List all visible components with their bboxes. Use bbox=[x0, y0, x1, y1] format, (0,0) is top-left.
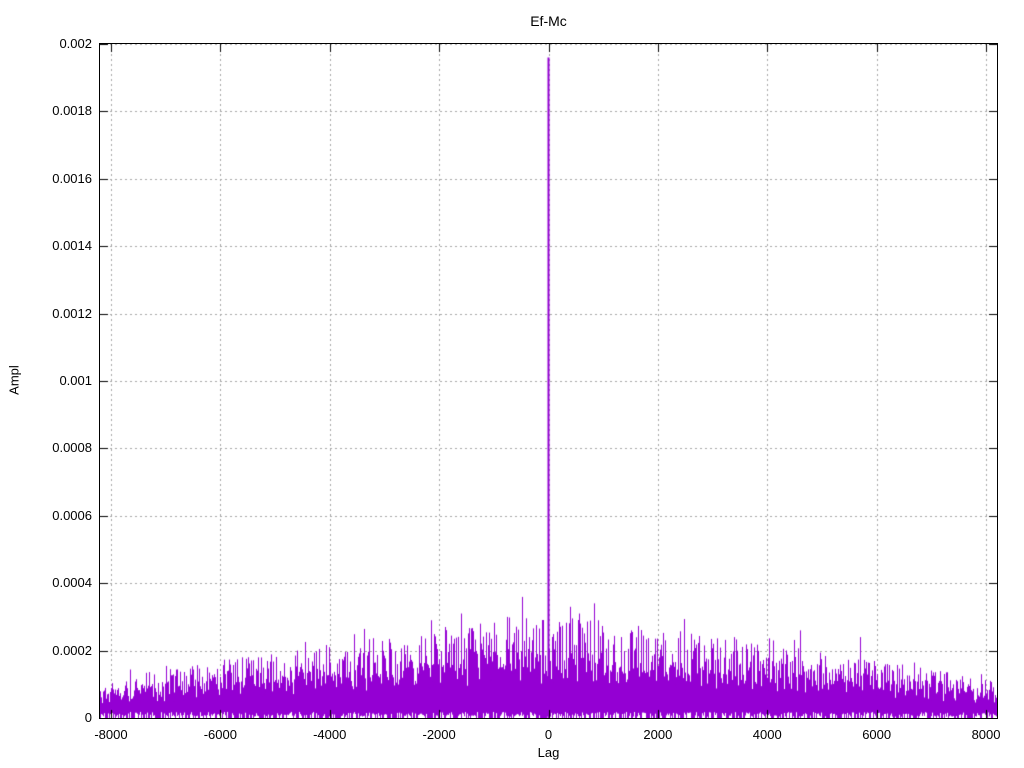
x-axis-label: Lag bbox=[537, 745, 560, 760]
y-tick-label: 0.0018 bbox=[52, 103, 92, 119]
x-tick-label: 2000 bbox=[643, 727, 673, 742]
x-tick-label: -4000 bbox=[313, 727, 347, 742]
y-tick-label: 0.0014 bbox=[52, 238, 92, 254]
y-tick-label: 0.0012 bbox=[52, 305, 92, 321]
y-tick-label: 0.0002 bbox=[52, 642, 92, 658]
y-tick-label: 0.0008 bbox=[52, 440, 92, 456]
x-tick-label: -2000 bbox=[422, 727, 456, 742]
x-tick-label: 4000 bbox=[752, 727, 782, 742]
y-tick-label: 0.0016 bbox=[52, 170, 92, 186]
x-tick-label: -8000 bbox=[94, 727, 128, 742]
plot-canvas bbox=[100, 44, 997, 718]
y-tick-label: 0.002 bbox=[59, 36, 92, 51]
x-tick-label: 6000 bbox=[862, 727, 892, 742]
chart-title: Ef-Mc bbox=[530, 13, 567, 29]
plot-area bbox=[99, 43, 998, 719]
x-tick-label: 0 bbox=[544, 727, 553, 742]
y-tick-label: 0.001 bbox=[59, 373, 92, 388]
x-tick-label: 8000 bbox=[971, 727, 1001, 742]
y-tick-label: 0 bbox=[84, 710, 92, 725]
y-tick-label: 0.0006 bbox=[52, 507, 92, 523]
y-tick-label: 0.0004 bbox=[52, 575, 92, 591]
x-tick-label: -6000 bbox=[203, 727, 237, 742]
